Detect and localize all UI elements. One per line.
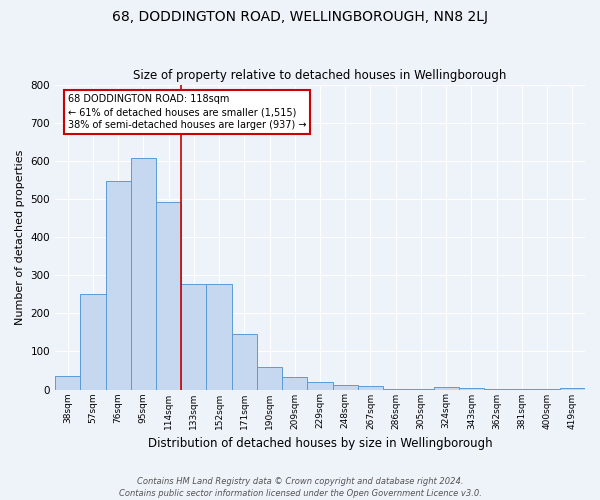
Bar <box>459 388 484 390</box>
Bar <box>181 284 206 390</box>
Bar <box>560 388 585 390</box>
Text: 68, DODDINGTON ROAD, WELLINGBOROUGH, NN8 2LJ: 68, DODDINGTON ROAD, WELLINGBOROUGH, NN8… <box>112 10 488 24</box>
Bar <box>156 202 181 390</box>
Bar <box>282 377 307 390</box>
Bar <box>332 384 358 390</box>
Bar <box>131 158 156 390</box>
X-axis label: Distribution of detached houses by size in Wellingborough: Distribution of detached houses by size … <box>148 437 493 450</box>
Bar <box>307 382 332 390</box>
Text: 68 DODDINGTON ROAD: 118sqm
← 61% of detached houses are smaller (1,515)
38% of s: 68 DODDINGTON ROAD: 118sqm ← 61% of deta… <box>68 94 306 130</box>
Bar <box>106 180 131 390</box>
Bar <box>358 386 383 390</box>
Y-axis label: Number of detached properties: Number of detached properties <box>15 150 25 324</box>
Text: Contains HM Land Registry data © Crown copyright and database right 2024.
Contai: Contains HM Land Registry data © Crown c… <box>119 476 481 498</box>
Bar <box>434 387 459 390</box>
Bar <box>484 389 509 390</box>
Bar <box>55 376 80 390</box>
Bar <box>232 334 257 390</box>
Bar <box>257 366 282 390</box>
Bar <box>206 284 232 390</box>
Title: Size of property relative to detached houses in Wellingborough: Size of property relative to detached ho… <box>133 69 507 82</box>
Bar <box>80 294 106 390</box>
